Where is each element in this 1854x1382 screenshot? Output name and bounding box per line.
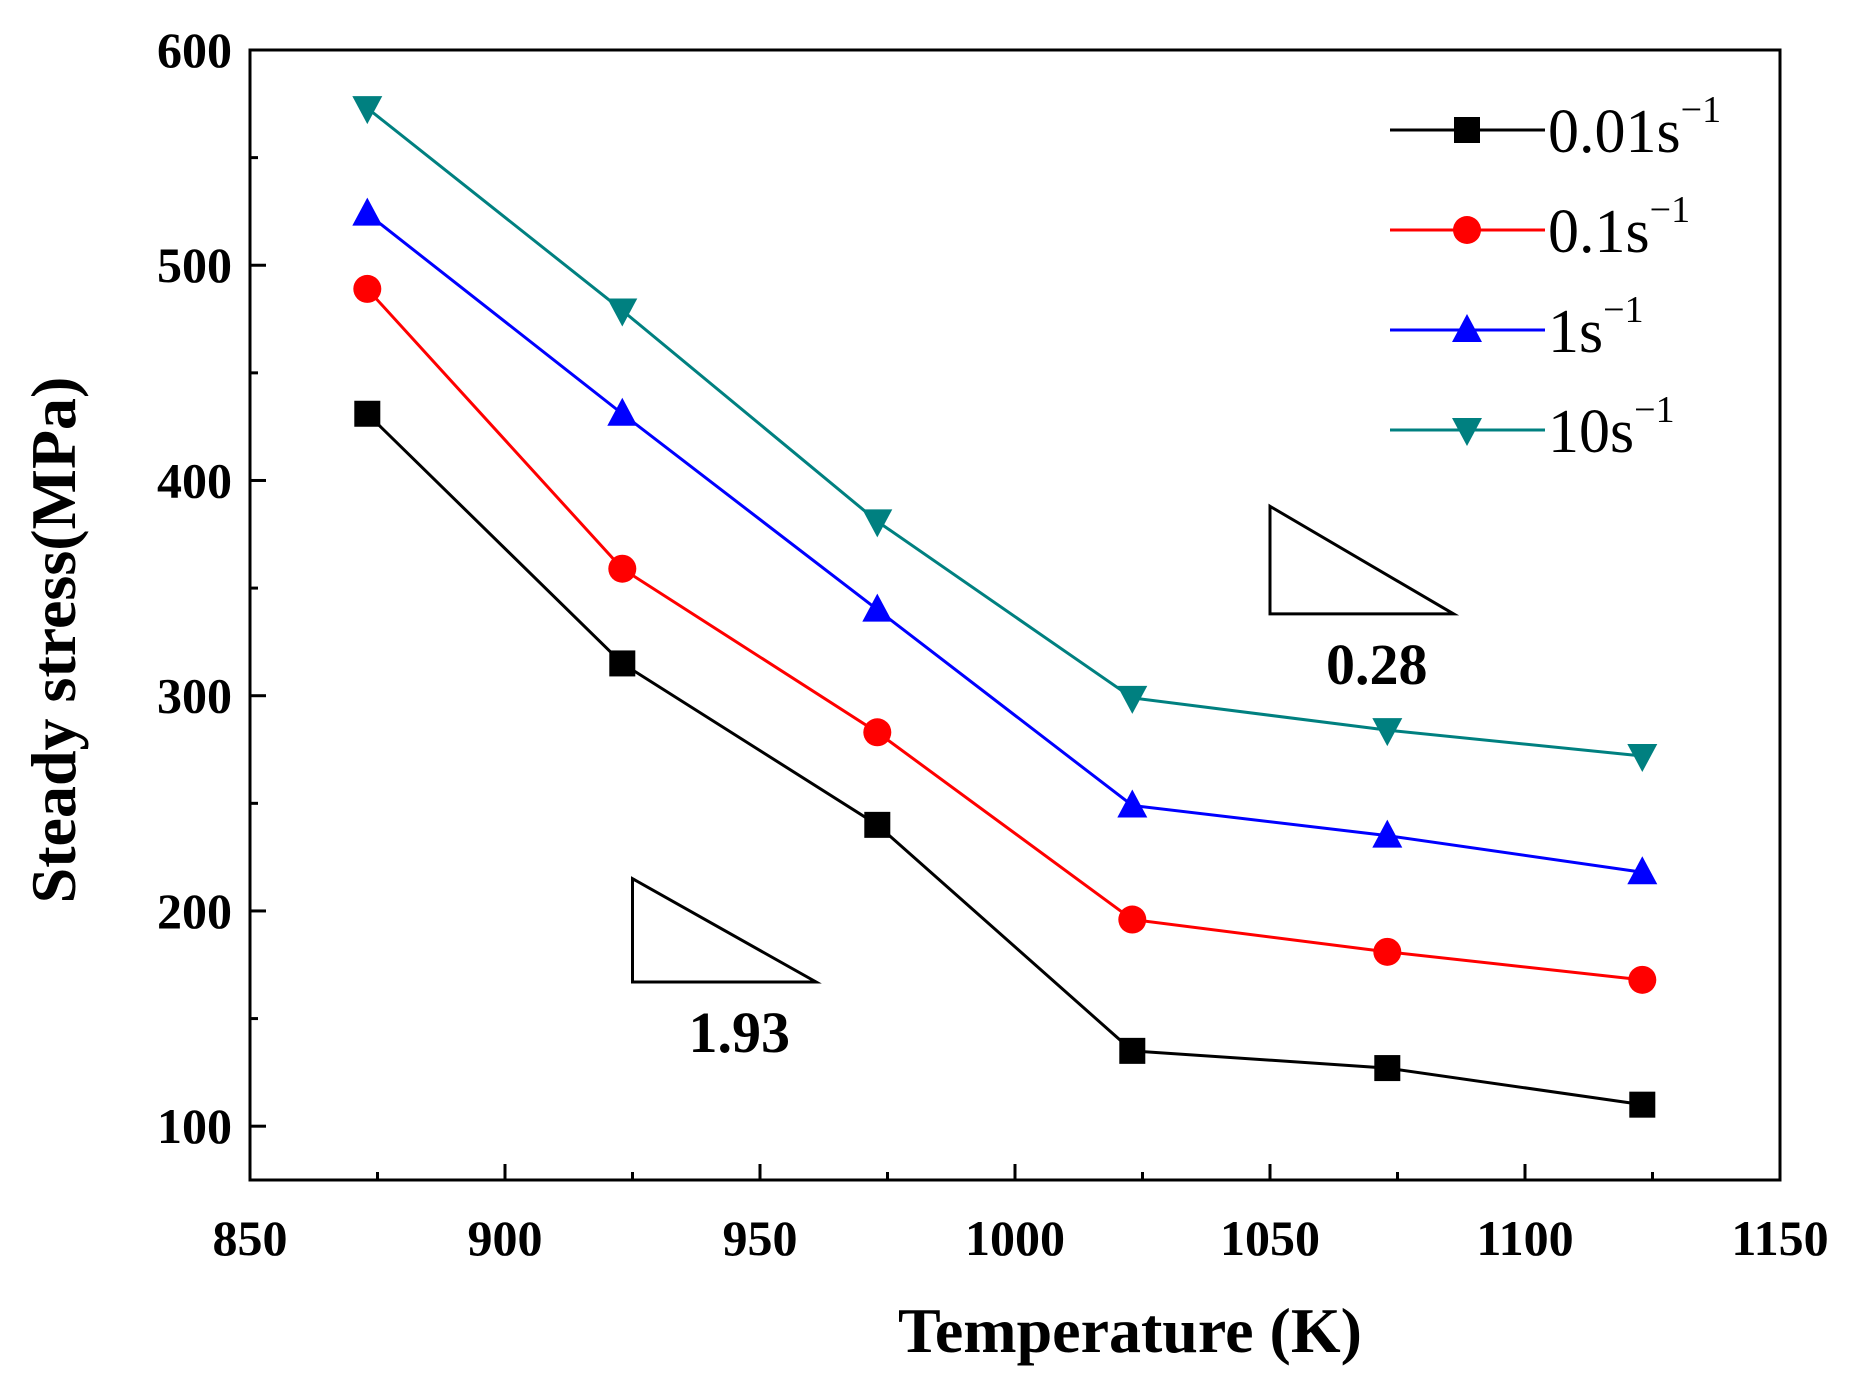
slope-annotation: 0.28	[1268, 503, 1460, 697]
legend-label-superscript: −1	[1650, 189, 1690, 231]
x-axis-title: Temperature (K)	[898, 1295, 1362, 1366]
series-0-1s	[353, 274, 1657, 994]
x-tick-label: 1150	[1731, 1210, 1828, 1266]
data-point	[1117, 685, 1148, 714]
data-point	[352, 197, 383, 226]
data-point	[1627, 856, 1658, 885]
y-tick-label: 100	[157, 1098, 232, 1154]
series-1s	[352, 197, 1658, 885]
legend-item: 1s−1	[1390, 289, 1644, 366]
data-point	[608, 554, 637, 583]
x-tick-label: 950	[723, 1210, 798, 1266]
legend-marker	[1454, 117, 1480, 143]
data-point	[1627, 743, 1658, 772]
data-point	[1629, 1091, 1656, 1118]
data-point	[352, 96, 383, 125]
data-point	[353, 274, 382, 303]
legend-item: 0.1s−1	[1390, 189, 1690, 266]
series-line	[366, 287, 1643, 982]
legend: 0.01s−1 0.1s−1 1s−1 10s−1	[1390, 89, 1721, 466]
legend-label: 0.01s−1	[1548, 89, 1721, 166]
legend-label: 10s−1	[1548, 389, 1675, 466]
y-axis-title: Steady stress(MPa)	[18, 377, 89, 904]
data-point	[1117, 789, 1148, 818]
data-point	[1628, 965, 1657, 994]
series-0-01s	[354, 400, 1656, 1118]
slope-label: 0.28	[1326, 632, 1428, 697]
legend-label-superscript: −1	[1634, 389, 1674, 431]
data-point	[1118, 905, 1147, 934]
series-10s	[352, 96, 1658, 772]
data-point	[1372, 819, 1403, 848]
x-tick-label: 1050	[1220, 1210, 1320, 1266]
legend-label: 1s−1	[1548, 289, 1644, 366]
y-tick-label: 600	[157, 22, 232, 78]
legend-item: 0.01s−1	[1390, 89, 1721, 166]
y-tick-label: 500	[157, 237, 232, 293]
slope-triangle	[631, 876, 822, 984]
y-tick-label: 300	[157, 668, 232, 724]
x-tick-label: 850	[213, 1210, 288, 1266]
legend-label-superscript: −1	[1603, 289, 1643, 331]
data-point	[864, 811, 891, 838]
data-point	[354, 400, 381, 427]
legend-marker	[1452, 418, 1482, 446]
data-point	[1119, 1037, 1146, 1064]
slope-label: 1.93	[689, 1000, 791, 1065]
series-group	[352, 96, 1658, 1118]
data-point	[1373, 937, 1402, 966]
legend-marker	[1452, 314, 1482, 342]
axis-ticks: 850 900 950 1000 1050 1100 1150 100 200 300 400 500…	[157, 22, 1829, 1266]
legend-label: 0.1s−1	[1548, 189, 1690, 266]
x-tick-label: 900	[468, 1210, 543, 1266]
data-point	[1374, 1055, 1401, 1082]
series-line	[366, 412, 1643, 1107]
legend-label-superscript: −1	[1681, 89, 1721, 131]
data-point	[1372, 718, 1403, 747]
data-point	[862, 593, 893, 622]
x-tick-label: 1100	[1476, 1210, 1573, 1266]
slope-triangle	[1268, 503, 1460, 616]
legend-item: 10s−1	[1390, 389, 1675, 466]
x-tick-label: 1000	[965, 1210, 1065, 1266]
data-point	[863, 718, 892, 747]
legend-marker	[1453, 216, 1481, 244]
data-point	[862, 509, 893, 538]
slope-annotation: 1.93	[631, 876, 822, 1065]
series-line	[366, 106, 1643, 758]
data-point	[607, 298, 638, 327]
slope-annotations: 1.93 0.28	[631, 503, 1460, 1065]
data-point	[609, 650, 636, 677]
data-point	[607, 397, 638, 426]
y-tick-label: 400	[157, 452, 232, 508]
y-tick-label: 200	[157, 883, 232, 939]
series-line	[366, 212, 1643, 874]
